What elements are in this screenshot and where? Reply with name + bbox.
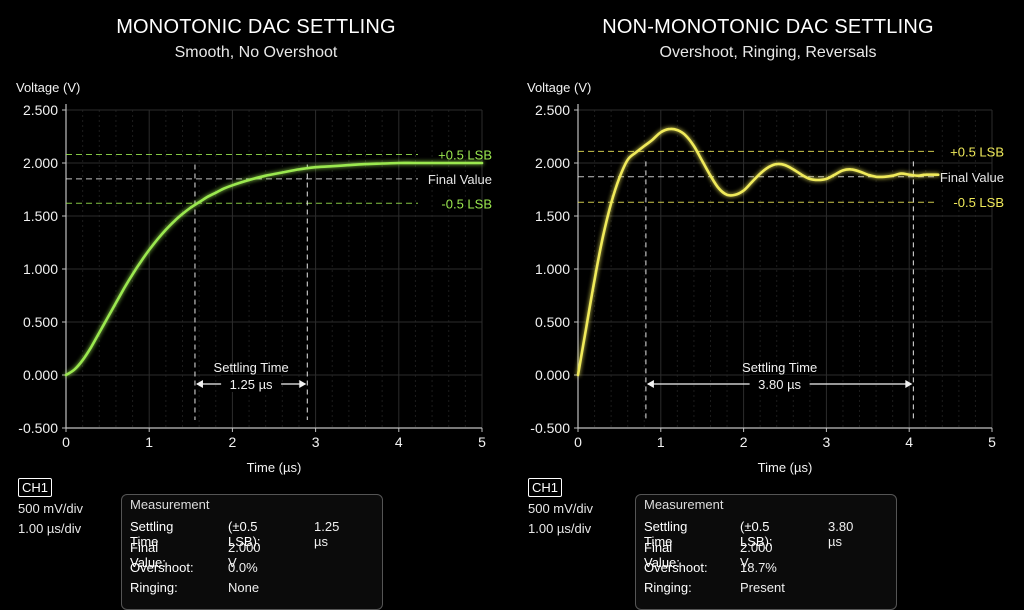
tdiv-label: 1.00 µs/div xyxy=(18,521,82,536)
measurement-key: Final Value: xyxy=(644,540,680,570)
lsb-band-label: +0.5 LSB xyxy=(950,144,1004,159)
x-tick-label: 1 xyxy=(145,434,153,450)
measurement-value: None xyxy=(228,580,260,595)
channel-badge: CH1 xyxy=(18,478,53,497)
measurement-key: Overshoot: xyxy=(130,560,194,575)
measurement-value: 18.7% xyxy=(740,560,777,575)
chart-subtitle: Overshoot, Ringing, Reversals xyxy=(659,44,877,61)
y-tick-label: 1.500 xyxy=(23,208,58,224)
y-tick-label: 0.000 xyxy=(23,367,58,383)
y-tick-label: 0.500 xyxy=(535,314,570,330)
y-tick-label: 2.500 xyxy=(535,102,570,118)
measurement-value: 0.0% xyxy=(228,560,258,575)
x-tick-label: 5 xyxy=(478,434,486,450)
settling-arrowhead-right xyxy=(905,380,913,388)
measurement-value: 2.000 V xyxy=(740,540,773,570)
measurement-box: Measurement Settling Time (±0.5 LSB): 3.… xyxy=(635,494,897,610)
final-value-label: Final Value xyxy=(428,172,492,187)
x-tick-label: 4 xyxy=(395,434,403,450)
vdiv-label: 500 mV/div xyxy=(528,501,594,516)
x-tick-label: 3 xyxy=(823,434,831,450)
y-tick-label: 1.000 xyxy=(23,261,58,277)
settling-value: 3.80 µs xyxy=(758,377,801,392)
lsb-band-label: -0.5 LSB xyxy=(441,196,492,211)
measurement-key: Settling Time xyxy=(130,519,174,549)
measurement-key: Overshoot: xyxy=(644,560,708,575)
x-tick-label: 0 xyxy=(62,434,70,450)
settling-arrowhead-left xyxy=(646,380,654,388)
measurement-title: Measurement xyxy=(130,497,210,512)
y-axis-label: Voltage (V) xyxy=(16,80,80,95)
measurement-qualifier: (±0.5 LSB): xyxy=(740,519,773,549)
chart-title: MONOTONIC DAC SETTLING xyxy=(116,16,396,38)
settling-label: Settling Time xyxy=(742,360,817,375)
x-axis-label: Time (µs) xyxy=(758,460,813,475)
y-axis-label: Voltage (V) xyxy=(527,80,591,95)
vdiv-label: 500 mV/div xyxy=(18,501,84,516)
settling-value-backing xyxy=(221,375,282,392)
y-tick-label: 0.500 xyxy=(23,314,58,330)
y-tick-label: -0.500 xyxy=(530,420,570,436)
final-value-label: Final Value xyxy=(940,170,1004,185)
measurement-title: Measurement xyxy=(644,497,724,512)
measurement-value: 3.80 µs xyxy=(828,519,854,549)
settling-arrowhead-left xyxy=(195,380,203,388)
settling-arrowhead-right xyxy=(299,380,307,388)
lsb-band-label: +0.5 LSB xyxy=(438,148,492,163)
left-panel: MONOTONIC DAC SETTLING Smooth, No Oversh… xyxy=(16,16,492,610)
x-tick-label: 0 xyxy=(574,434,582,450)
chart-subtitle: Smooth, No Overshoot xyxy=(174,44,338,61)
waveform-trace xyxy=(64,161,484,377)
settling-value: 1.25 µs xyxy=(230,377,273,392)
x-tick-label: 2 xyxy=(740,434,748,450)
settling-value-backing xyxy=(749,375,810,392)
y-tick-label: 2.000 xyxy=(535,155,570,171)
y-tick-label: 2.000 xyxy=(23,155,58,171)
measurement-key: Settling Time xyxy=(644,519,688,549)
x-axis-label: Time (µs) xyxy=(247,460,302,475)
measurement-key: Final Value: xyxy=(130,540,166,570)
y-tick-label: 1.000 xyxy=(535,261,570,277)
x-tick-label: 5 xyxy=(988,434,996,450)
chart-title: NON-MONOTONIC DAC SETTLING xyxy=(602,16,934,38)
x-tick-label: 3 xyxy=(312,434,320,450)
y-tick-label: 1.500 xyxy=(535,208,570,224)
x-tick-label: 4 xyxy=(905,434,913,450)
measurement-qualifier: (±0.5 LSB): xyxy=(228,519,261,549)
y-tick-label: -0.500 xyxy=(18,420,58,436)
right-panel: NON-MONOTONIC DAC SETTLING Overshoot, Ri… xyxy=(512,0,1024,610)
measurement-box: Measurement Settling Time (±0.5 LSB): 1.… xyxy=(121,494,383,610)
measurement-key: Ringing: xyxy=(644,580,692,595)
settling-label: Settling Time xyxy=(214,360,289,375)
x-tick-label: 1 xyxy=(657,434,665,450)
x-tick-label: 2 xyxy=(229,434,237,450)
measurement-value: 1.25 µs xyxy=(314,519,340,549)
measurement-value: 2.000 V xyxy=(228,540,261,570)
y-tick-label: 0.000 xyxy=(535,367,570,383)
measurement-value: Present xyxy=(740,580,785,595)
measurement-key: Ringing: xyxy=(130,580,178,595)
tdiv-label: 1.00 µs/div xyxy=(528,521,592,536)
y-tick-label: 2.500 xyxy=(23,102,58,118)
waveform-trace xyxy=(576,127,940,377)
channel-badge: CH1 xyxy=(528,478,563,497)
lsb-band-label: -0.5 LSB xyxy=(953,195,1004,210)
